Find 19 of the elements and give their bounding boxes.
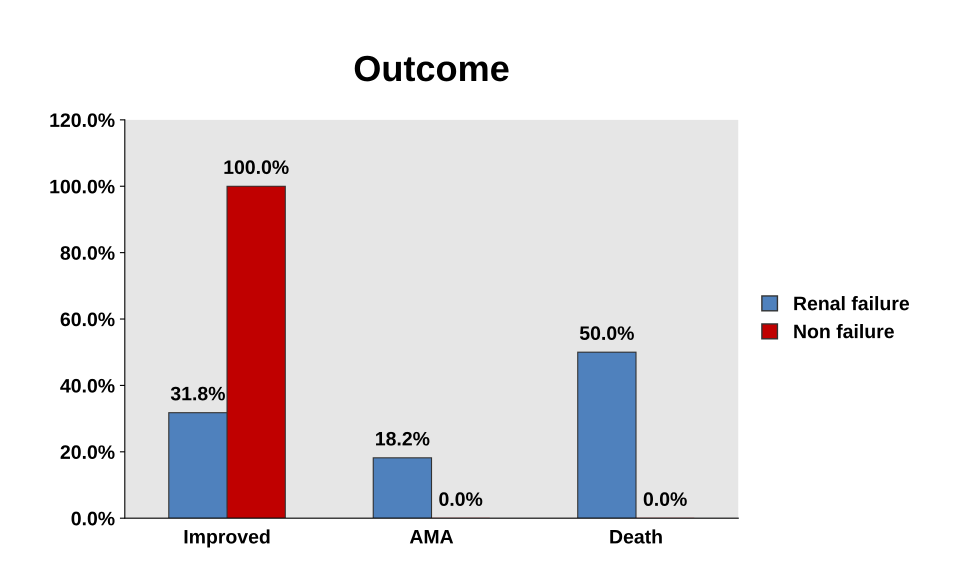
x-tick-label: AMA <box>410 530 454 544</box>
data-label: 0.0% <box>439 492 482 506</box>
y-tick-label: 20.0% <box>60 445 115 460</box>
y-tick-label: 60.0% <box>60 312 115 326</box>
data-label: 18.2% <box>376 432 430 446</box>
y-tick-label: 80.0% <box>60 246 115 260</box>
y-tick-label: 120.0% <box>50 113 115 128</box>
x-tick-label: Improved <box>184 529 270 548</box>
data-label: 50.0% <box>580 326 634 340</box>
legend-label: Non failure <box>794 324 894 338</box>
data-label: 0.0% <box>644 492 687 506</box>
data-label: 31.8% <box>170 386 225 400</box>
legend-label: Renal failure <box>794 296 910 310</box>
y-tick-label: 0.0% <box>72 512 115 526</box>
x-tick-label: Death <box>610 529 662 544</box>
data-label: 100.0% <box>224 160 289 174</box>
y-tick-label: 100.0% <box>50 180 115 194</box>
y-tick-label: 40.0% <box>60 378 115 393</box>
chart-title: Outcome <box>354 56 509 82</box>
